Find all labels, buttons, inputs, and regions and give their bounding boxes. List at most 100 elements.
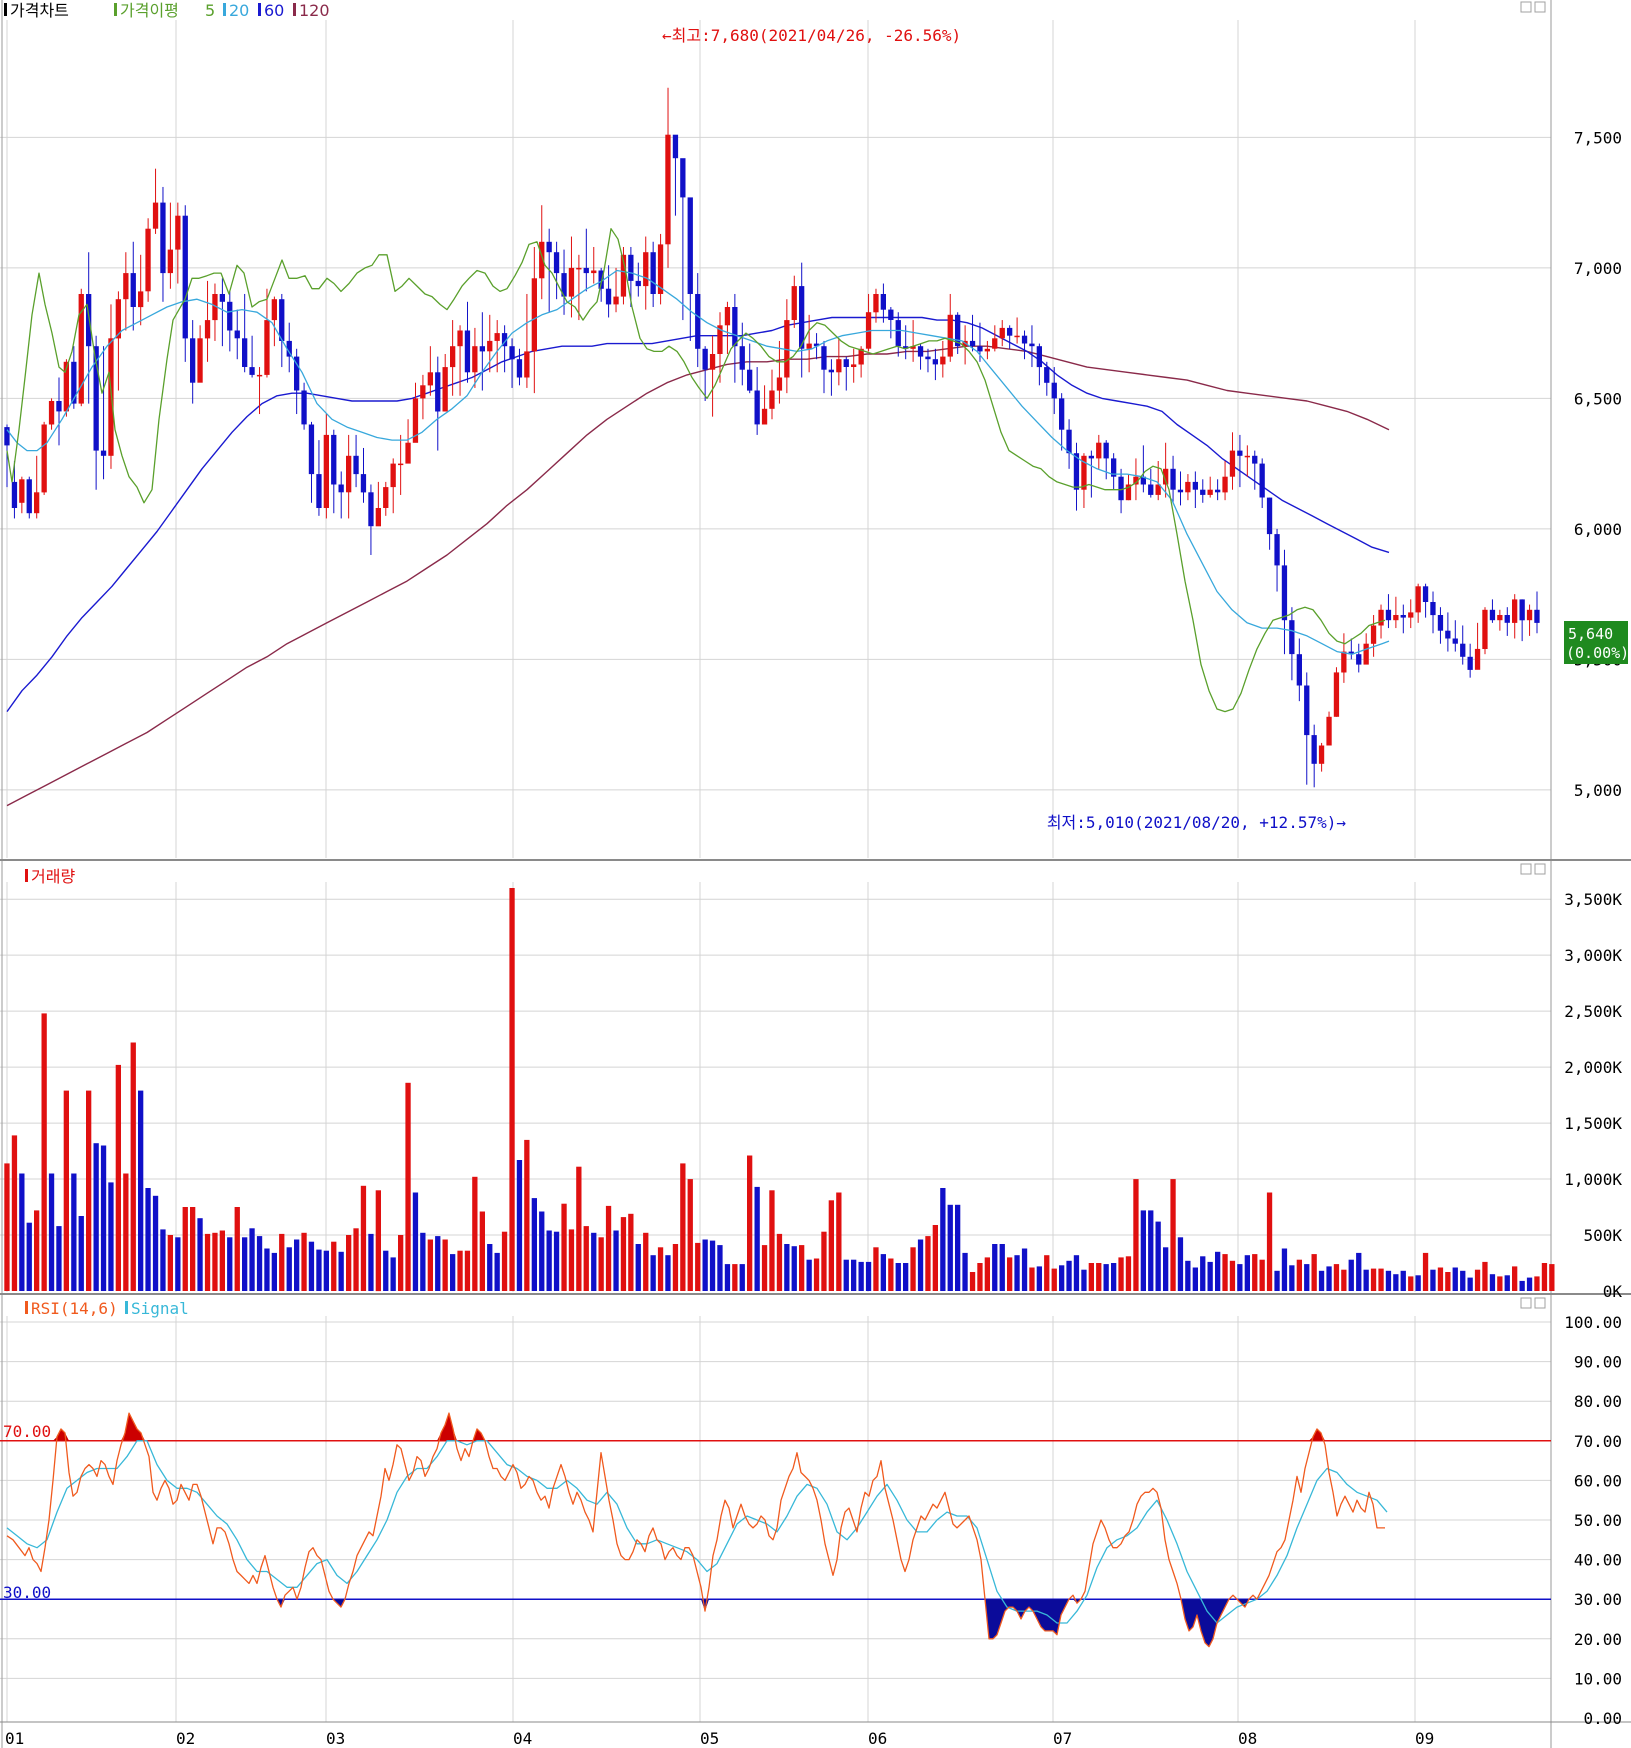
candle-body <box>1103 442 1109 459</box>
volume-bar <box>1549 1264 1555 1291</box>
volume-bar <box>1296 1259 1302 1291</box>
candle <box>1385 594 1392 629</box>
rsi-lines <box>6 1412 1388 1648</box>
volume-bar <box>1363 1269 1369 1291</box>
window-controls[interactable] <box>1520 1 1546 1309</box>
volume-bar <box>925 1236 931 1291</box>
candle-body <box>813 343 820 347</box>
candle <box>227 291 233 352</box>
maximize-rsi-icon[interactable] <box>1520 1297 1532 1309</box>
candle <box>806 314 812 373</box>
candle <box>48 398 55 430</box>
volume-bar <box>115 1064 121 1291</box>
candle-body <box>1021 335 1028 344</box>
volume-bar <box>1534 1276 1540 1291</box>
candle <box>1266 497 1273 550</box>
candle-body <box>576 267 582 270</box>
candle <box>353 434 359 488</box>
candle-body <box>1007 327 1013 336</box>
candle-body <box>1482 609 1488 649</box>
candle <box>219 278 225 347</box>
candle-body <box>1526 609 1533 621</box>
candle-body <box>858 348 864 365</box>
candle <box>910 320 916 362</box>
volume-bar <box>828 1200 834 1291</box>
candle-body <box>1356 654 1362 665</box>
candle-body <box>360 474 367 493</box>
candle-body <box>702 348 708 370</box>
candle <box>828 359 834 396</box>
close-rsi-icon[interactable] <box>1534 1297 1546 1309</box>
volume-bar <box>1088 1263 1094 1291</box>
volume-bar <box>4 1163 10 1291</box>
candle-body <box>1207 489 1213 495</box>
volume-tick-label: 500K <box>1583 1226 1622 1245</box>
volume-bar <box>999 1244 1005 1291</box>
legend-swatch-signal <box>125 1301 128 1314</box>
volume-bar <box>1118 1257 1124 1291</box>
candle <box>1489 599 1496 623</box>
volume-bar <box>1185 1260 1191 1291</box>
candle <box>1474 622 1481 670</box>
candle-body <box>1341 651 1347 673</box>
candle <box>1452 620 1458 652</box>
candle-body <box>1378 609 1384 626</box>
candle-body <box>561 273 567 297</box>
legend-swatch-price <box>4 3 7 16</box>
candle <box>234 309 240 360</box>
candle-body <box>1512 599 1518 623</box>
legend-ma120: 120 <box>299 1 330 20</box>
month-tick-label: 09 <box>1415 1729 1434 1748</box>
close-volume-icon[interactable] <box>1534 863 1546 875</box>
candle-body <box>78 294 84 404</box>
candle <box>182 205 188 362</box>
candle-body <box>687 197 693 294</box>
maximize-panel-icon[interactable] <box>1520 1 1532 13</box>
candle <box>145 218 151 302</box>
volume-tick-label: 3,000K <box>1564 946 1622 965</box>
candle-body <box>1051 382 1057 399</box>
candle <box>672 134 679 216</box>
candle-body <box>1281 565 1288 621</box>
candle-body <box>1422 586 1429 602</box>
volume-bar <box>1356 1252 1362 1291</box>
candle <box>1133 458 1139 501</box>
candle-body <box>672 134 679 159</box>
volume-bar <box>48 1173 55 1291</box>
volume-bar <box>375 1190 381 1292</box>
volume-bar <box>212 1232 218 1291</box>
volume-bar <box>1266 1192 1273 1291</box>
volume-bar <box>903 1263 909 1291</box>
volume-bar <box>197 1218 203 1291</box>
candle <box>26 476 32 519</box>
close-panel-icon[interactable] <box>1534 1 1546 13</box>
candle <box>984 340 990 360</box>
candle <box>947 293 953 362</box>
volume-bar <box>264 1248 270 1291</box>
volume-bar <box>650 1255 656 1291</box>
candle-body <box>138 291 144 308</box>
candle-body <box>947 314 953 357</box>
candle <box>1341 633 1347 683</box>
volume-bar <box>895 1263 901 1291</box>
candle-body <box>1474 648 1481 670</box>
candle-body <box>605 288 612 305</box>
candle-body <box>1244 455 1250 458</box>
price-tick-label: 7,000 <box>1574 259 1622 278</box>
candle <box>1177 471 1184 506</box>
volume-bar <box>932 1225 938 1291</box>
candle <box>955 312 961 354</box>
candle-body <box>620 254 627 297</box>
volume-bar <box>1007 1257 1013 1291</box>
maximize-volume-icon[interactable] <box>1520 863 1532 875</box>
candle-body <box>1215 489 1221 493</box>
volume-bar <box>1512 1266 1518 1291</box>
legend-rsi-label: RSI(14,6) <box>31 1299 118 1318</box>
candle <box>249 335 255 378</box>
volume-bar <box>1133 1179 1139 1291</box>
candle <box>1088 450 1094 498</box>
candle-body <box>494 333 500 341</box>
volume-bar <box>1541 1263 1548 1291</box>
candle <box>635 262 641 297</box>
